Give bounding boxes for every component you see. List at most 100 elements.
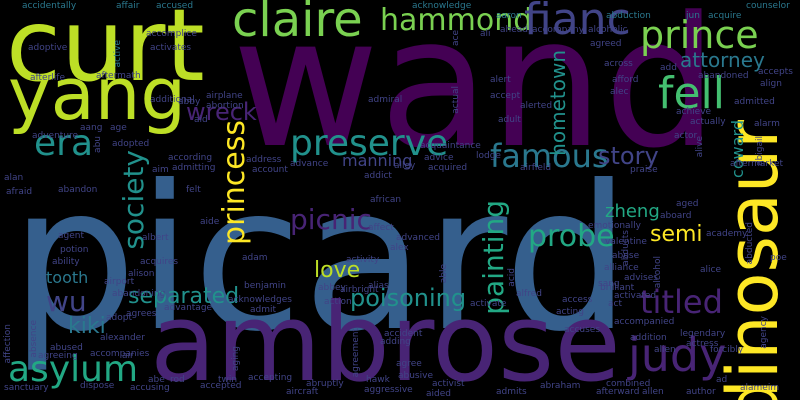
- word-ambrose: ambrose: [150, 281, 621, 400]
- word-curt: curt: [6, 0, 205, 104]
- word-sanctuary: sanctuary: [4, 383, 49, 393]
- word-account: account: [252, 165, 288, 175]
- word-manning: manning: [342, 151, 413, 170]
- word-acquired: acquired: [428, 163, 468, 173]
- word-airfield: airfield: [520, 163, 552, 173]
- word-alley: alley: [394, 161, 416, 171]
- word-fianc: fianc: [524, 0, 631, 45]
- word-abby: abby: [178, 97, 201, 107]
- word-albert: albert: [142, 233, 169, 243]
- word-accuses: accuses: [564, 325, 601, 335]
- word-air: air: [122, 351, 134, 361]
- word-separated: separated: [128, 284, 240, 309]
- word-famous: famous: [490, 137, 609, 175]
- word-actor: actor: [674, 131, 698, 141]
- word-wand: wand: [232, 0, 718, 188]
- word-twin: twin: [218, 375, 238, 385]
- word-adult: adult: [498, 115, 521, 125]
- word-accept: accept: [490, 91, 521, 101]
- word-aging: aging: [231, 346, 241, 372]
- word-admits: admits: [496, 387, 527, 397]
- word-emotionally: emotionally: [588, 221, 641, 231]
- word-airbright: airbright: [340, 285, 379, 295]
- word-ad: ad: [716, 375, 728, 385]
- word-abandoning: abandoning: [112, 289, 166, 299]
- word-abbey: abbey: [318, 283, 346, 293]
- word-benjamin: benjamin: [244, 281, 286, 291]
- word-agreement: agreement: [351, 328, 361, 378]
- word-afford: afford: [612, 75, 639, 85]
- word-advantage: advantage: [164, 303, 213, 313]
- word-address: address: [246, 155, 282, 165]
- word-love: love: [314, 258, 361, 283]
- word-african: african: [370, 195, 402, 205]
- word-abandoned: abandoned: [698, 71, 749, 81]
- word-dispose: dispose: [80, 381, 115, 391]
- word-era: era: [34, 123, 94, 164]
- word-coward: coward: [728, 120, 747, 178]
- word-admitted: admitted: [734, 97, 775, 107]
- word-felt: felt: [186, 185, 201, 195]
- word-hammond: hammond: [380, 3, 533, 38]
- word-aftermath: aftermath: [96, 71, 141, 81]
- word-picard: picard: [10, 143, 631, 376]
- word-advice: advice: [424, 153, 454, 163]
- word-ahead: ahead: [500, 25, 528, 35]
- word-accepts: accepts: [758, 67, 793, 77]
- word-kiki: kiki: [68, 314, 106, 339]
- word-alien: alien: [654, 345, 676, 355]
- word-additional: additional: [150, 95, 195, 105]
- word-agency: agency: [759, 316, 769, 349]
- word-alison: alison: [128, 269, 155, 279]
- word-zheng: zheng: [605, 201, 660, 222]
- word-asylum: asylum: [8, 349, 139, 390]
- word-addict: addict: [364, 171, 392, 181]
- word-prince: prince: [640, 13, 759, 57]
- word-titled: titled: [640, 283, 723, 321]
- word-aged: aged: [676, 199, 699, 209]
- word-adopt: adopt: [106, 313, 132, 323]
- word-abortion: abortion: [206, 101, 244, 111]
- word-rod: rod: [170, 375, 185, 385]
- word-acknowledges: acknowledges: [228, 295, 292, 305]
- word-alive: alive: [695, 136, 705, 158]
- word-alan: alan: [4, 173, 24, 183]
- word-poe: poe: [770, 253, 787, 263]
- word-affection: affection: [3, 324, 13, 364]
- word-aang: aang: [80, 123, 103, 133]
- word-agent: agent: [58, 231, 84, 241]
- word-brilliant: brilliant: [600, 283, 635, 293]
- word-wreck: wreck: [186, 98, 257, 126]
- word-story: story: [598, 142, 659, 170]
- word-activity: activity: [346, 255, 380, 265]
- word-adventure: adventure: [32, 131, 79, 141]
- word-aide: aide: [200, 217, 220, 227]
- word-semi: semi: [650, 222, 703, 247]
- word-acting: acting: [556, 307, 584, 317]
- word-valentine: valentine: [605, 237, 647, 247]
- word-abduction: abduction: [606, 11, 651, 21]
- word-academy: academy: [706, 229, 748, 239]
- word-sang: sang: [598, 279, 620, 289]
- word-alert: alert: [490, 75, 511, 85]
- word-adding: adding: [380, 337, 411, 347]
- word-yang: yang: [8, 52, 187, 136]
- word-ability: ability: [52, 257, 80, 267]
- word-combined: combined: [606, 379, 651, 389]
- word-age: age: [110, 123, 127, 133]
- word-princess: princess: [217, 120, 252, 245]
- word-acquaintance: acquaintance: [420, 141, 481, 151]
- word-activate: activate: [470, 299, 507, 309]
- word-alexander: alexander: [100, 333, 145, 343]
- word-hawk: hawk: [366, 375, 390, 385]
- word-alarm: alarm: [754, 119, 780, 129]
- word-acquire: acquire: [708, 11, 742, 21]
- word-fell: fell: [658, 68, 726, 119]
- word-alias: alias: [368, 281, 389, 291]
- word-legendary: legendary: [680, 329, 726, 339]
- word-claire: claire: [232, 0, 363, 48]
- word-aid: aid: [194, 115, 208, 125]
- word-wu: wu: [46, 285, 87, 318]
- word-abraham: abraham: [540, 381, 581, 391]
